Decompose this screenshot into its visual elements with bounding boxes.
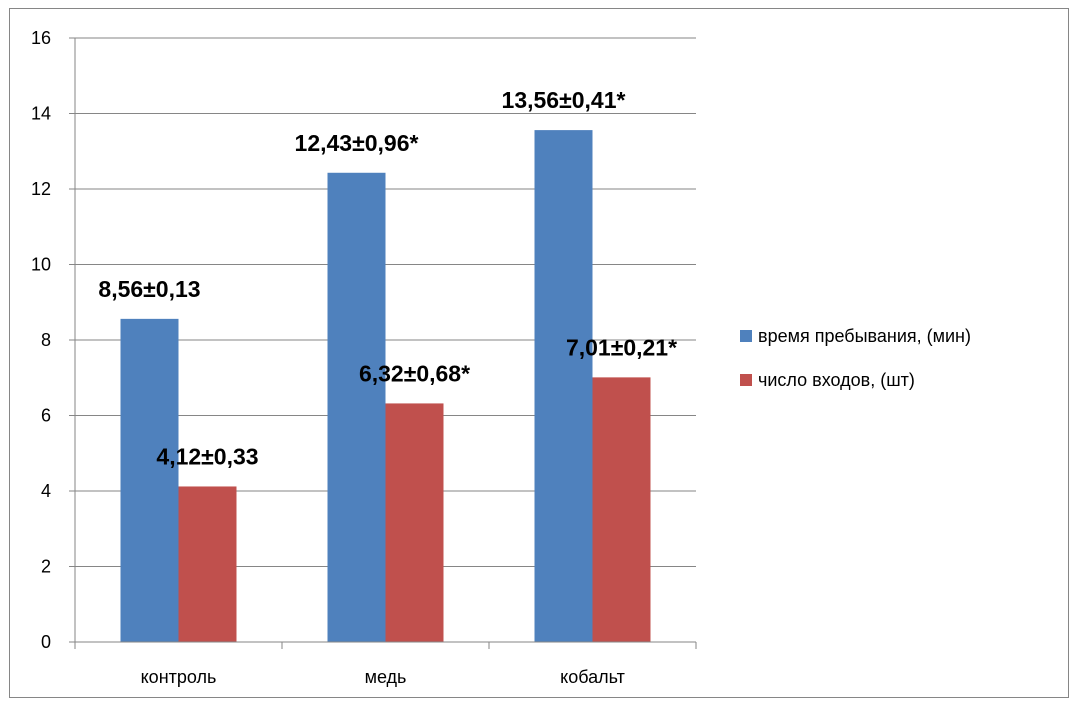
data-label: 13,56±0,41* (502, 87, 626, 113)
y-tick-label: 6 (41, 406, 51, 426)
data-label: 8,56±0,13 (98, 276, 200, 302)
bar-entries (592, 377, 651, 642)
legend: время пребывания, (мин) число входов, (шт… (740, 326, 971, 390)
axes (74, 38, 697, 649)
data-labels: 8,56±0,13 4,12±0,33 12,43±0,96* 6,32±0,68* 1… (98, 87, 677, 469)
data-label: 6,32±0,68* (359, 360, 470, 386)
legend-swatch (740, 330, 752, 342)
x-category-label: медь (365, 667, 407, 687)
bar-entries (178, 486, 237, 642)
legend-label: время пребывания, (мин) (758, 326, 971, 346)
data-label: 12,43±0,96* (295, 130, 419, 156)
x-category-label: контроль (141, 667, 217, 687)
x-category-label: кобальт (560, 667, 625, 687)
bar-time (327, 172, 386, 642)
y-tick-label: 10 (31, 255, 51, 275)
legend-label: число входов, (шт) (758, 370, 915, 390)
bar-time (534, 130, 593, 643)
y-tick-label: 2 (41, 557, 51, 577)
y-tick-label: 16 (31, 28, 51, 48)
y-tick-label: 8 (41, 330, 51, 350)
legend-swatch (740, 374, 752, 386)
data-label: 7,01±0,21* (566, 334, 677, 360)
y-tick-label: 14 (31, 104, 51, 124)
bar-entries (385, 403, 444, 642)
x-axis-category-labels: контроль медь кобальт (141, 667, 625, 687)
y-tick-label: 4 (41, 481, 51, 501)
bars (120, 130, 651, 643)
bar-time (120, 318, 179, 642)
y-tick-label: 0 (41, 632, 51, 652)
y-axis-tick-labels: 0 2 4 6 8 10 12 14 16 (31, 28, 51, 652)
data-label: 4,12±0,33 (156, 443, 258, 469)
y-tick-label: 12 (31, 179, 51, 199)
